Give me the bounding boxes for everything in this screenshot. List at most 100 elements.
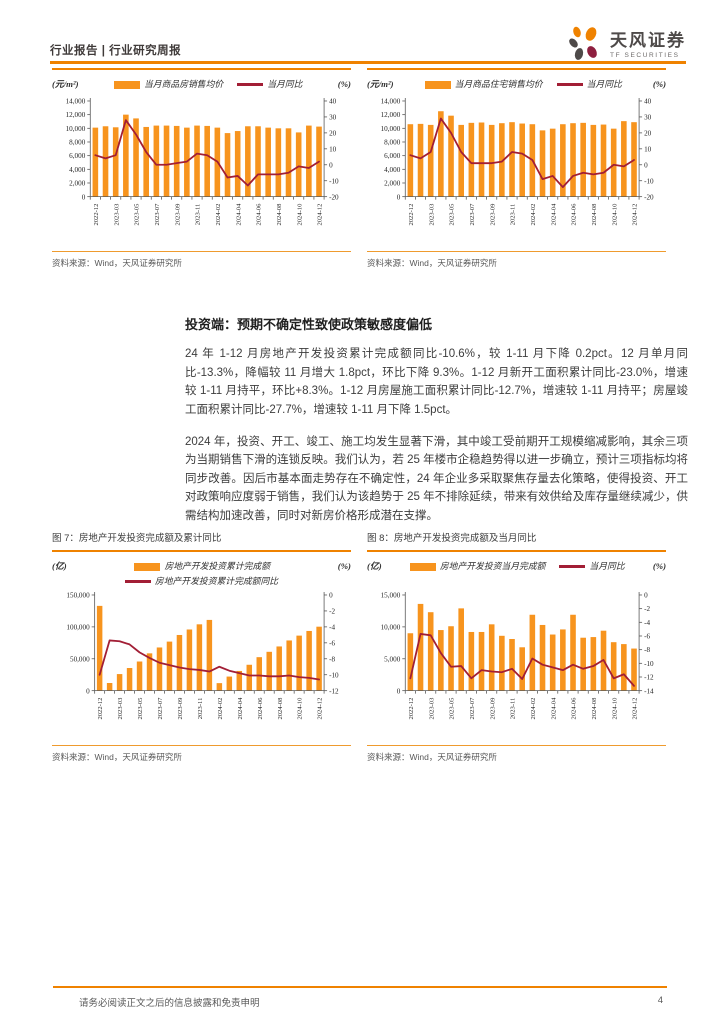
source-note: 资料来源：Wind，天风证券研究所 — [52, 751, 182, 762]
svg-text:2,000: 2,000 — [384, 180, 401, 188]
line-series — [94, 119, 320, 187]
source-note: 资料来源：Wind，天风证券研究所 — [367, 751, 497, 762]
svg-text:-4: -4 — [644, 619, 650, 627]
line-swatch-icon — [124, 580, 151, 583]
svg-text:-2: -2 — [644, 605, 650, 613]
bar-swatch-icon — [114, 80, 140, 89]
bar-swatch-icon — [424, 80, 451, 89]
legend-label: 房地产开发投资累计完成额 — [164, 561, 271, 571]
svg-text:2023-07: 2023-07 — [154, 203, 161, 226]
svg-text:2024-04: 2024-04 — [237, 697, 244, 720]
svg-text:2023-05: 2023-05 — [449, 697, 456, 720]
svg-text:8,000: 8,000 — [384, 139, 401, 147]
bar-series — [407, 603, 637, 691]
svg-text:2024-08: 2024-08 — [591, 203, 598, 226]
svg-text:2023-11: 2023-11 — [510, 204, 517, 226]
logo-petals-icon — [567, 24, 603, 67]
svg-text:0: 0 — [82, 193, 86, 201]
header-divider — [50, 61, 686, 64]
svg-text:10,000: 10,000 — [66, 125, 86, 133]
svg-text:2024-02: 2024-02 — [530, 204, 537, 226]
svg-text:12,000: 12,000 — [381, 111, 401, 119]
figure-8-title: 图 8：房地产开发投资完成额及当月同比 — [367, 533, 537, 544]
svg-text:10,000: 10,000 — [381, 623, 401, 631]
svg-text:2024-06: 2024-06 — [571, 203, 578, 226]
svg-text:150,000: 150,000 — [66, 592, 90, 600]
svg-text:2022-12: 2022-12 — [93, 204, 100, 226]
svg-text:40: 40 — [329, 98, 337, 106]
svg-text:30: 30 — [329, 114, 337, 122]
figure-avg-price-commodity: (元/m²) 当月商品房销售均价 当月同比 (%) 0 2,000 4,000 6,000 8… — [52, 68, 351, 269]
svg-text:2023-07: 2023-07 — [469, 203, 476, 226]
left-axis-unit: (元/m²) — [52, 79, 79, 89]
svg-text:-6: -6 — [329, 639, 335, 647]
left-axis-unit: (元/m²) — [367, 79, 394, 89]
line-swatch-icon — [556, 83, 583, 86]
chart-canvas: 0 50,000 100,000 150,000 -12 -10 -8 -6 -4 -2 0 2022… — [66, 592, 339, 720]
svg-text:2024-04: 2024-04 — [235, 203, 242, 226]
chart-box-commodity-price: (元/m²) 当月商品房销售均价 当月同比 (%) 0 2,000 4,000 6,000 8… — [52, 68, 351, 269]
legend-item: 当月同比 — [556, 77, 622, 92]
right-axis-unit: (%) — [652, 79, 666, 89]
page-footer: 请务必阅读正文之后的信息披露和免责申明 4 — [53, 986, 667, 1009]
svg-text:2023-09: 2023-09 — [177, 697, 184, 720]
legend-item: 当月商品住宅销售均价 — [424, 77, 543, 92]
source-note: 资料来源：Wind，天风证券研究所 — [52, 257, 182, 268]
line-series — [98, 639, 321, 681]
svg-text:-10: -10 — [644, 660, 654, 668]
svg-text:-10: -10 — [329, 671, 339, 679]
svg-text:0: 0 — [329, 161, 333, 169]
svg-text:5,000: 5,000 — [384, 655, 401, 663]
svg-text:6,000: 6,000 — [69, 152, 86, 160]
figure-8: 图 8：房地产开发投资完成额及当月同比 (亿) 房地产开发投资当月完成额 当月同比(… — [367, 530, 666, 763]
left-axis-unit: (亿) — [52, 561, 67, 571]
chart-legend: (亿) 房地产开发投资累计完成额 (%) 房地产开发投资累计完成额同比 — [52, 559, 351, 589]
svg-text:2023-09: 2023-09 — [489, 697, 496, 720]
chart-row-bottom: 图 7：房地产开发投资完成额及累计同比 (亿) 房地产开发投资累计完成额 (%) 房地… — [52, 530, 666, 763]
chart-canvas-wrap: 0 2,000 4,000 6,000 8,000 10,000 12,000 14,000 -… — [367, 95, 666, 245]
paragraph-1: 24 年 1-12 月房地产开发投资累计完成额同比-10.6%，较 1-11 月… — [185, 348, 688, 416]
chart-canvas-wrap: 0 50,000 100,000 150,000 -12 -10 -8 -6 -4 -2 0 2022… — [52, 589, 351, 739]
svg-text:40: 40 — [644, 98, 652, 106]
bar-swatch-icon — [134, 562, 161, 571]
chart-box-cumulative-investment: (亿) 房地产开发投资累计完成额 (%) 房地产开发投资累计完成额同比 0 50,000… — [52, 550, 351, 763]
svg-text:2023-03: 2023-03 — [428, 203, 435, 226]
chart-canvas-wrap: 0 2,000 4,000 6,000 8,000 10,000 12,000 14,000 -… — [52, 95, 351, 245]
figure-7: 图 7：房地产开发投资完成额及累计同比 (亿) 房地产开发投资累计完成额 (%) 房地… — [52, 530, 351, 763]
svg-text:20: 20 — [329, 129, 337, 137]
svg-text:2023-09: 2023-09 — [174, 203, 181, 226]
svg-text:2,000: 2,000 — [69, 180, 86, 188]
legend-item: 房地产开发投资累计完成额 — [134, 559, 270, 574]
svg-text:2022-12: 2022-12 — [408, 698, 415, 720]
chart-canvas: 0 5,000 10,000 15,000 -14 -12 -10 -8 -6 -4 -2 0 2022… — [381, 592, 654, 720]
legend-item: 房地产开发投资累计完成额同比 — [124, 574, 279, 589]
svg-text:-6: -6 — [644, 633, 650, 641]
investment-section: 投资端：预期不确定性致使政策敏感度偏低 24 年 1-12 月房地产开发投资累计… — [185, 314, 688, 526]
svg-text:2024-10: 2024-10 — [611, 203, 618, 226]
svg-text:-10: -10 — [329, 177, 339, 185]
svg-text:2022-12: 2022-12 — [408, 204, 415, 226]
line-swatch-icon — [559, 565, 586, 568]
svg-text:2023-05: 2023-05 — [134, 203, 141, 226]
svg-text:0: 0 — [397, 687, 401, 695]
legend-item: 当月同比 — [559, 559, 625, 574]
svg-text:-12: -12 — [644, 674, 654, 682]
line-swatch-icon — [237, 83, 264, 86]
svg-text:0: 0 — [397, 193, 401, 201]
svg-text:10,000: 10,000 — [381, 125, 401, 133]
svg-text:-8: -8 — [644, 646, 650, 654]
svg-text:2024-12: 2024-12 — [317, 204, 324, 226]
svg-text:2023-03: 2023-03 — [428, 697, 435, 720]
svg-text:2023-03: 2023-03 — [113, 203, 120, 226]
footer-disclaimer: 请务必阅读正文之后的信息披露和免责申明 — [79, 998, 260, 1009]
bar-series — [96, 605, 322, 691]
svg-text:2023-05: 2023-05 — [137, 697, 144, 720]
right-axis-unit: (%) — [337, 561, 351, 571]
source-note: 资料来源：Wind，天风证券研究所 — [367, 257, 497, 268]
svg-text:2023-11: 2023-11 — [197, 698, 204, 720]
svg-text:-10: -10 — [644, 177, 654, 185]
svg-text:2024-06: 2024-06 — [257, 697, 264, 720]
svg-text:12,000: 12,000 — [66, 111, 86, 119]
legend-label: 房地产开发投资累计完成额同比 — [154, 576, 279, 586]
svg-text:2023-11: 2023-11 — [195, 204, 202, 226]
